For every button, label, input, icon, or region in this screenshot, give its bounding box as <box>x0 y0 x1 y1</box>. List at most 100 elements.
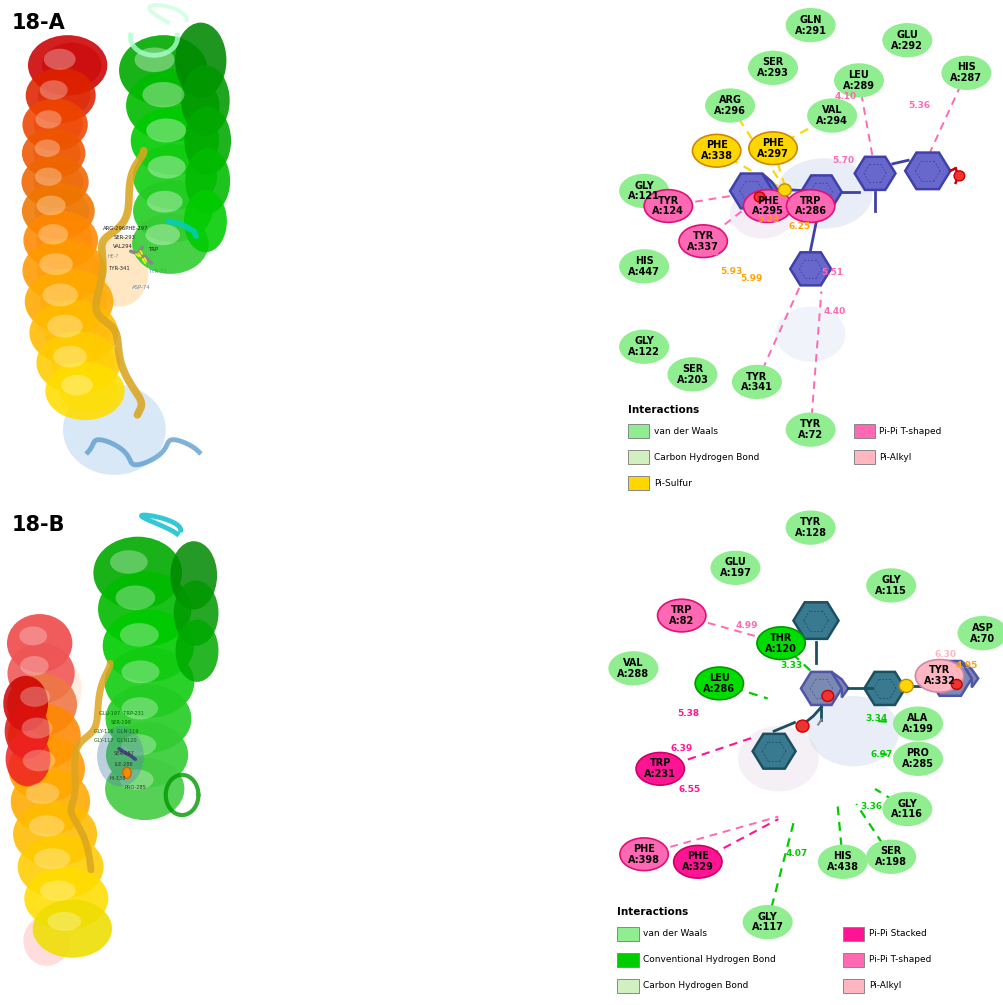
Ellipse shape <box>47 315 82 338</box>
Ellipse shape <box>28 35 107 95</box>
Ellipse shape <box>134 47 175 72</box>
Polygon shape <box>928 661 971 695</box>
Text: THR
A:120: THR A:120 <box>764 633 796 653</box>
Text: TRP: TRP <box>148 247 158 251</box>
Ellipse shape <box>24 867 108 930</box>
Ellipse shape <box>883 24 931 56</box>
Ellipse shape <box>657 599 705 632</box>
Ellipse shape <box>102 609 194 681</box>
Text: Pi-Pi T-shaped: Pi-Pi T-shaped <box>879 427 941 435</box>
Ellipse shape <box>105 684 192 753</box>
Ellipse shape <box>710 552 759 584</box>
Text: 5.36: 5.36 <box>908 102 930 110</box>
Bar <box>853 424 875 438</box>
Ellipse shape <box>133 180 213 242</box>
Text: PHE
A:398: PHE A:398 <box>628 844 659 864</box>
Ellipse shape <box>181 65 230 136</box>
Ellipse shape <box>807 99 856 132</box>
Ellipse shape <box>35 658 81 719</box>
Ellipse shape <box>142 82 185 108</box>
Text: Pi-Sulfur: Pi-Sulfur <box>653 479 691 487</box>
Ellipse shape <box>636 753 684 785</box>
Ellipse shape <box>19 626 47 645</box>
Polygon shape <box>864 672 905 705</box>
Ellipse shape <box>893 743 941 775</box>
Ellipse shape <box>22 239 106 302</box>
Ellipse shape <box>775 158 872 228</box>
Ellipse shape <box>33 899 112 958</box>
Text: ALA
A:199: ALA A:199 <box>902 714 933 734</box>
Text: GLN
A:291: GLN A:291 <box>794 15 825 35</box>
Bar <box>843 979 864 993</box>
Ellipse shape <box>20 656 48 675</box>
Ellipse shape <box>807 695 899 766</box>
Text: TYR-72: TYR-72 <box>149 269 168 273</box>
Text: PHE
A:338: PHE A:338 <box>700 141 732 161</box>
Text: van der Waals: van der Waals <box>653 427 717 435</box>
Text: Interactions: Interactions <box>628 404 698 414</box>
Ellipse shape <box>692 135 740 167</box>
Text: GLY-116  GLN-119: GLY-116 GLN-119 <box>93 729 137 734</box>
Ellipse shape <box>40 80 67 99</box>
Text: TRP
A:286: TRP A:286 <box>793 196 825 216</box>
Ellipse shape <box>97 726 143 786</box>
Ellipse shape <box>121 735 156 756</box>
Ellipse shape <box>33 281 79 342</box>
Text: Pi-Alkyl: Pi-Alkyl <box>868 982 900 990</box>
Text: Conventional Hydrogen Bond: Conventional Hydrogen Bond <box>642 956 775 964</box>
Text: TYR
A:72: TYR A:72 <box>797 419 822 440</box>
Text: SER-287: SER-287 <box>113 752 134 756</box>
Polygon shape <box>800 672 841 705</box>
Ellipse shape <box>147 156 186 179</box>
Text: Carbon Hydrogen Bond: Carbon Hydrogen Bond <box>642 982 747 990</box>
Polygon shape <box>729 174 772 208</box>
Ellipse shape <box>33 135 80 172</box>
Ellipse shape <box>5 704 49 759</box>
Ellipse shape <box>729 189 793 239</box>
Bar <box>843 927 864 941</box>
Ellipse shape <box>7 673 77 736</box>
Ellipse shape <box>93 537 182 609</box>
Bar <box>617 979 638 993</box>
Ellipse shape <box>121 660 159 683</box>
Ellipse shape <box>785 512 833 544</box>
Ellipse shape <box>110 551 147 574</box>
Text: TYR-341: TYR-341 <box>108 266 130 271</box>
Ellipse shape <box>21 156 88 208</box>
Text: Pi-Alkyl: Pi-Alkyl <box>879 453 911 461</box>
Ellipse shape <box>23 211 98 269</box>
Text: 6.39: 6.39 <box>670 745 692 753</box>
Text: HI-138: HI-138 <box>109 777 125 781</box>
Bar <box>628 450 649 464</box>
Ellipse shape <box>11 769 90 834</box>
Text: VAL
A:294: VAL A:294 <box>815 106 848 126</box>
Ellipse shape <box>619 250 668 282</box>
Ellipse shape <box>883 793 931 825</box>
Ellipse shape <box>42 42 101 87</box>
Text: VAL
A:288: VAL A:288 <box>617 658 649 678</box>
Ellipse shape <box>36 218 92 262</box>
Text: 4.40: 4.40 <box>822 308 846 316</box>
Ellipse shape <box>22 183 94 239</box>
Ellipse shape <box>53 346 86 368</box>
Text: 5.51: 5.51 <box>820 268 843 276</box>
Text: 5.99: 5.99 <box>739 274 762 283</box>
Circle shape <box>953 171 964 181</box>
Ellipse shape <box>126 69 220 142</box>
Bar <box>617 953 638 967</box>
Polygon shape <box>830 672 848 697</box>
Ellipse shape <box>184 190 227 252</box>
Text: HIS
A:447: HIS A:447 <box>628 256 659 276</box>
Ellipse shape <box>34 848 70 869</box>
Ellipse shape <box>176 619 219 681</box>
Text: 4.95: 4.95 <box>954 661 977 670</box>
Text: SER-198: SER-198 <box>110 721 131 725</box>
Ellipse shape <box>8 704 80 768</box>
Ellipse shape <box>186 148 230 214</box>
Ellipse shape <box>3 675 48 732</box>
Text: SER
A:198: SER A:198 <box>875 846 907 867</box>
Text: HE-?: HE-? <box>107 254 119 258</box>
Ellipse shape <box>867 569 915 602</box>
Text: HIS
A:438: HIS A:438 <box>826 851 858 872</box>
Text: LEU
A:286: LEU A:286 <box>703 673 734 693</box>
